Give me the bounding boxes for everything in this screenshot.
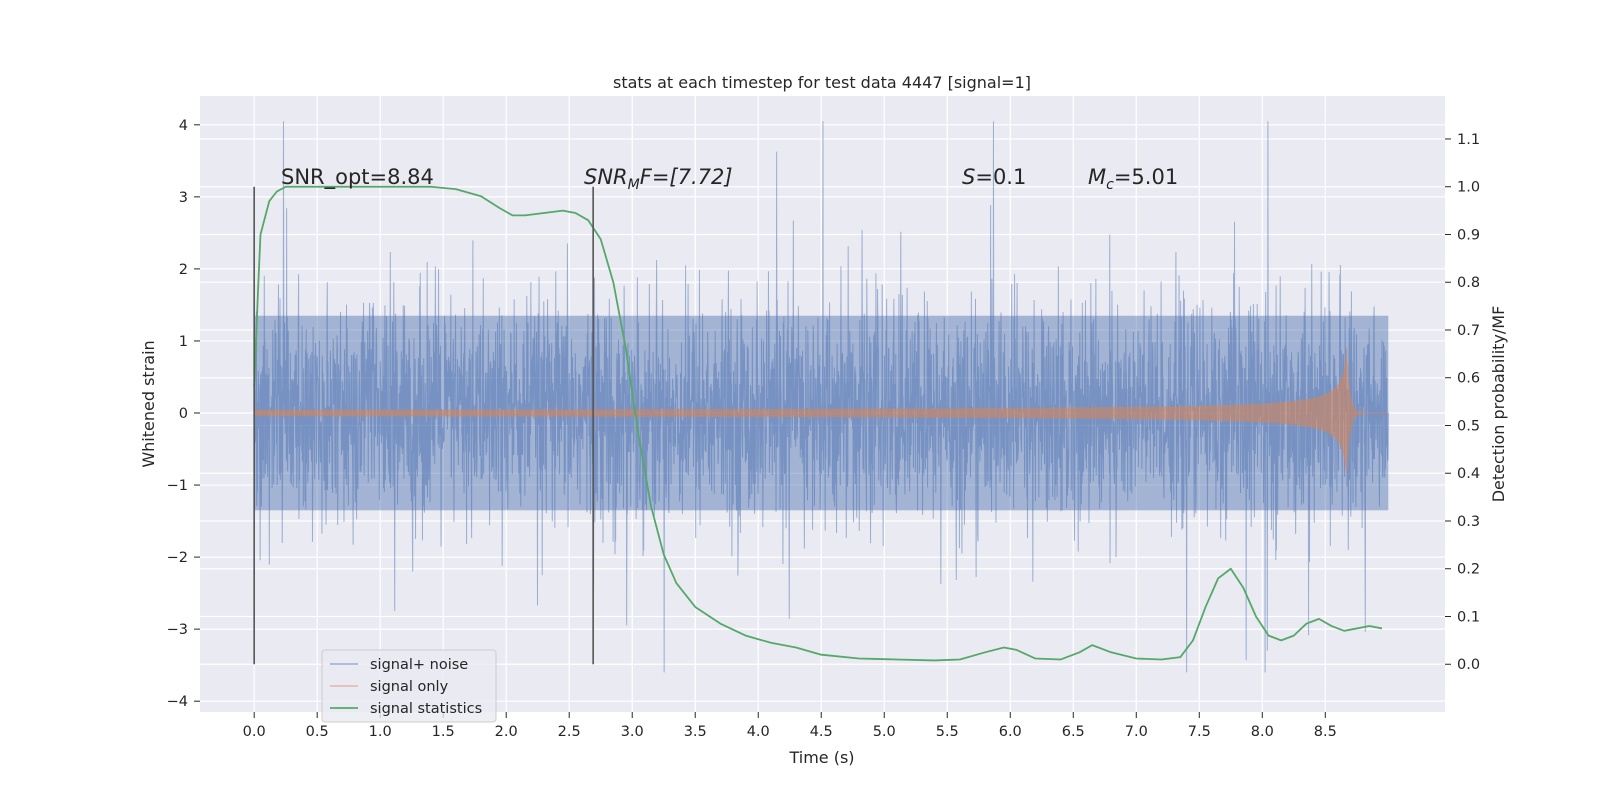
legend-label-signal-only: signal only (370, 679, 449, 695)
x-tick-label: 5.5 (936, 724, 959, 740)
y-tick-label: 1 (179, 334, 188, 350)
legend-box (321, 649, 497, 723)
chart-title: stats at each timestep for test data 444… (613, 73, 1031, 92)
event-vertical-lines (253, 186, 594, 665)
y-tick-label: 2 (179, 262, 188, 278)
signal-noise-line (253, 121, 1389, 673)
y-tick-label: −4 (167, 694, 188, 710)
x-tick-label: 6.5 (1062, 724, 1085, 740)
y2-axis-label: Detection probability/MF (1489, 306, 1508, 503)
annotation-snr-mf: SNRMF=[7.72] (584, 165, 733, 193)
y2-tick-label: 0.8 (1457, 275, 1480, 291)
legend: signal+ noise signal only signal statist… (321, 649, 497, 723)
x-tick-label: 7.0 (1125, 724, 1148, 740)
y-axis-right: 0.0 0.1 0.2 0.3 0.4 0.5 0.6 0.7 0.8 0.9 1.0 1.1 (1445, 132, 1480, 673)
x-tick-label: 1.0 (369, 724, 392, 740)
y2-tick-label: 0.9 (1457, 227, 1480, 243)
y2-tick-label: 0.5 (1457, 418, 1480, 434)
y-tick-label: 3 (179, 190, 188, 206)
y-tick-label: −3 (167, 622, 188, 638)
y2-tick-label: 0.3 (1457, 514, 1480, 530)
x-tick-label: 8.0 (1251, 724, 1274, 740)
y2-tick-label: 0.0 (1457, 657, 1480, 673)
legend-label-signal-statistics: signal statistics (370, 701, 482, 717)
y2-tick-label: 0.6 (1457, 371, 1480, 387)
y-tick-label: 4 (179, 118, 188, 134)
mc-value: =5.01 (1114, 165, 1178, 189)
x-tick-label: 3.0 (621, 724, 644, 740)
series-signal-statistics (253, 185, 1383, 662)
x-tick-label: 0.5 (306, 724, 329, 740)
x-tick-label: 4.5 (810, 724, 833, 740)
x-tick-label: 7.5 (1188, 724, 1211, 740)
y-axis-label: Whitened strain (139, 340, 158, 467)
mc-subscript: c (1106, 177, 1114, 193)
x-tick-label: 2.5 (558, 724, 581, 740)
x-tick-label: 3.5 (684, 724, 707, 740)
y2-tick-label: 0.2 (1457, 562, 1480, 578)
x-tick-label: 1.5 (432, 724, 455, 740)
annotation-mc: Mc=5.01 (1088, 165, 1178, 193)
y2-tick-label: 0.4 (1457, 466, 1480, 482)
x-tick-label: 6.0 (999, 724, 1022, 740)
annotation-s: S=0.1 (962, 165, 1026, 189)
snr-mf-value: F=[7.72] (640, 165, 733, 189)
y2-tick-label: 1.0 (1457, 180, 1480, 196)
y2-tick-label: 1.1 (1457, 132, 1480, 148)
y2-tick-label: 0.1 (1457, 609, 1480, 625)
mc-symbol: M (1088, 165, 1106, 189)
x-tick-label: 2.0 (495, 724, 518, 740)
x-tick-label: 8.5 (1314, 724, 1337, 740)
x-tick-label: 5.0 (873, 724, 896, 740)
y-axis-left: −4 −3 −2 −1 0 1 2 3 4 (167, 118, 200, 710)
signal-only-line (253, 347, 1389, 475)
signal-statistics-line (253, 185, 1383, 662)
x-tick-label: 4.0 (747, 724, 770, 740)
x-axis: 0.0 0.5 1.0 1.5 2.0 2.5 3.0 3.5 4.0 4.5 5.0 5.5 6.0 6… (243, 712, 1337, 740)
x-axis-label: Time (s) (788, 748, 854, 767)
x-tick-label: 0.0 (243, 724, 266, 740)
snr-mf-symbol: SNR (584, 165, 628, 189)
snr-mf-subscript: M (628, 177, 640, 193)
y-tick-label: −1 (167, 478, 188, 494)
y-tick-label: 0 (179, 406, 188, 422)
legend-label-signal-noise: signal+ noise (370, 657, 468, 673)
s-value: =0.1 (975, 165, 1026, 189)
s-symbol: S (962, 165, 975, 189)
y2-tick-label: 0.7 (1457, 323, 1480, 339)
annotation-snr-opt: SNR_opt=8.84 (281, 165, 434, 190)
series-signal-only (253, 347, 1389, 475)
y-tick-label: −2 (167, 550, 188, 566)
